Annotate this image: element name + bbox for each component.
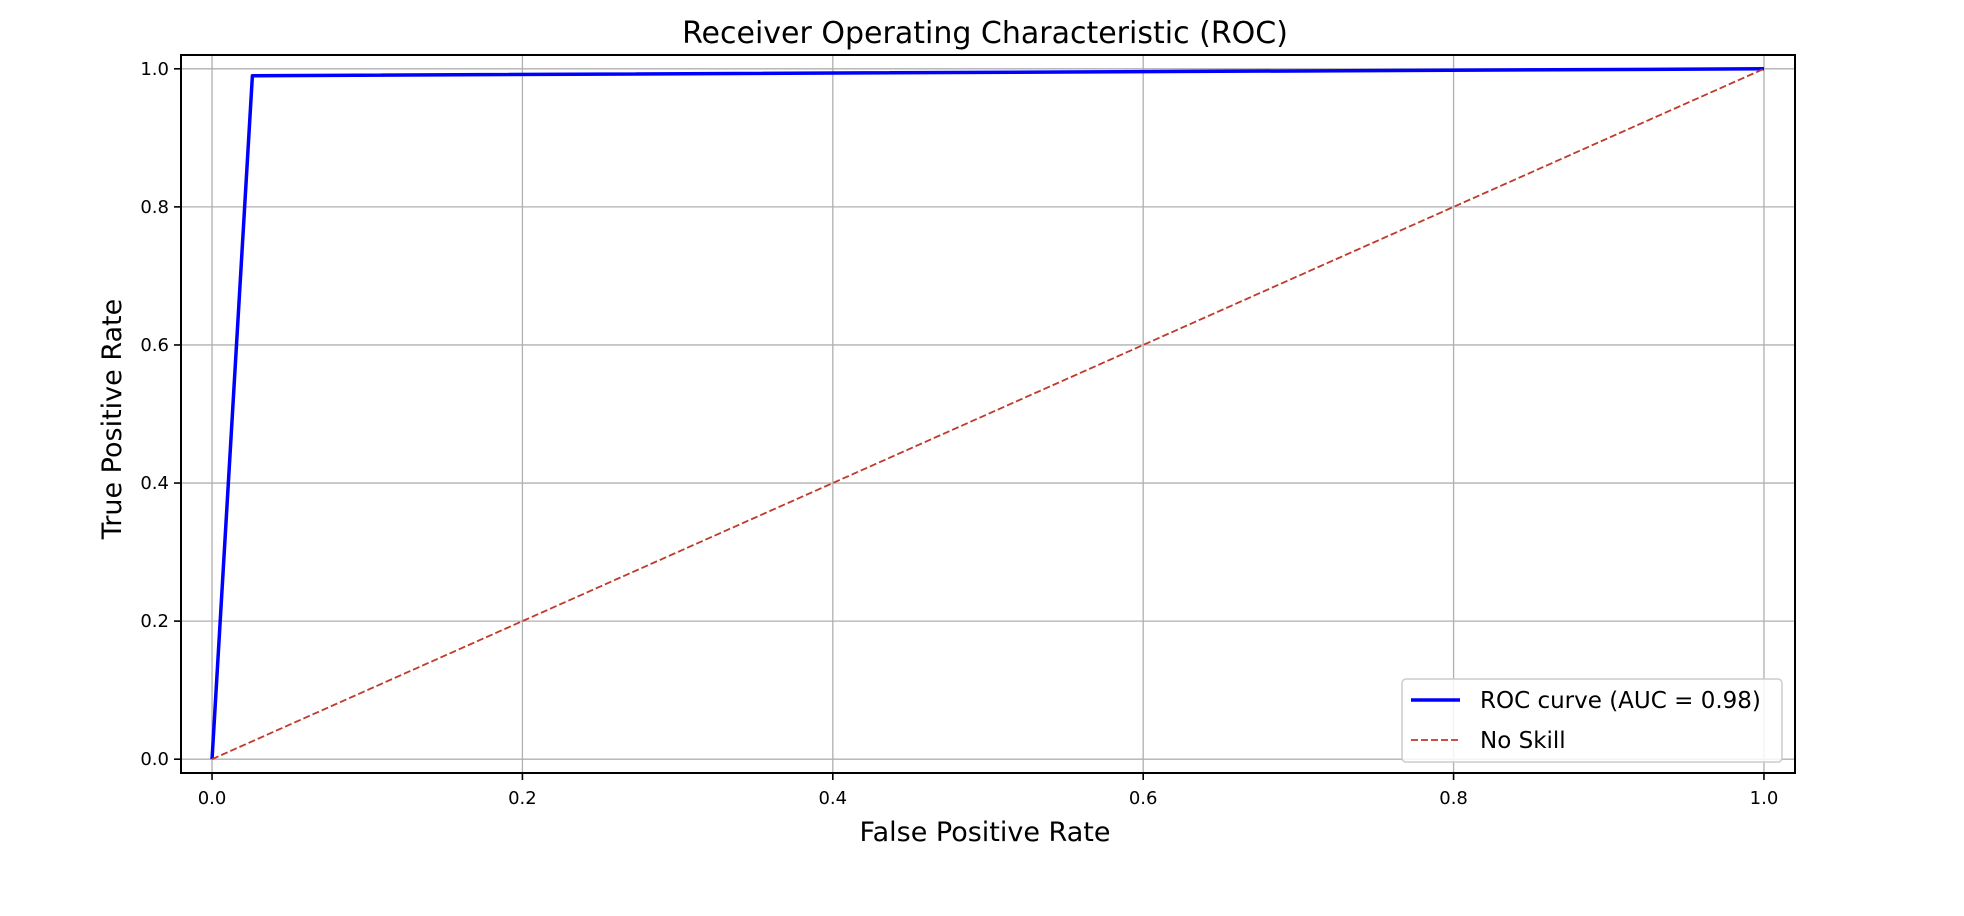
legend-label-roc-curve: ROC curve (AUC = 0.98) <box>1480 688 1761 714</box>
legend: ROC curve (AUC = 0.98) No Skill <box>1401 678 1783 763</box>
y-tick-label: 1.0 <box>140 59 169 80</box>
roc-curve-line <box>210 67 1764 760</box>
y-tick-label: 0.6 <box>140 335 169 356</box>
y-tick-label: 0.2 <box>140 611 169 632</box>
x-tick-label: 0.6 <box>1129 788 1158 809</box>
x-tick-label: 0.4 <box>818 788 847 809</box>
chart-title: Receiver Operating Characteristic (ROC) <box>682 16 1288 51</box>
x-axis-label: False Positive Rate <box>860 817 1111 848</box>
legend-box <box>1401 678 1783 763</box>
no-skill-line <box>211 67 1765 761</box>
series-layer <box>210 67 1765 761</box>
y-tick-label: 0.8 <box>140 197 169 218</box>
axes-frame <box>180 54 1796 774</box>
y-tick-label: 0.0 <box>140 749 169 770</box>
y-axis-label: True Positive Rate <box>97 299 128 541</box>
x-tick-label: 0.0 <box>198 788 227 809</box>
grid-layer <box>181 55 1795 773</box>
y-tick-label: 0.4 <box>140 473 169 494</box>
x-tick-label: 0.2 <box>508 788 537 809</box>
x-tick-label: 1.0 <box>1750 788 1779 809</box>
legend-label-no-skill: No Skill <box>1480 728 1566 754</box>
x-tick-label: 0.8 <box>1439 788 1468 809</box>
tick-layer: 0.0 0.2 0.4 0.6 0.8 1.0 0.0 0.2 0.4 0.6 0.8 1.0 <box>140 59 1778 809</box>
